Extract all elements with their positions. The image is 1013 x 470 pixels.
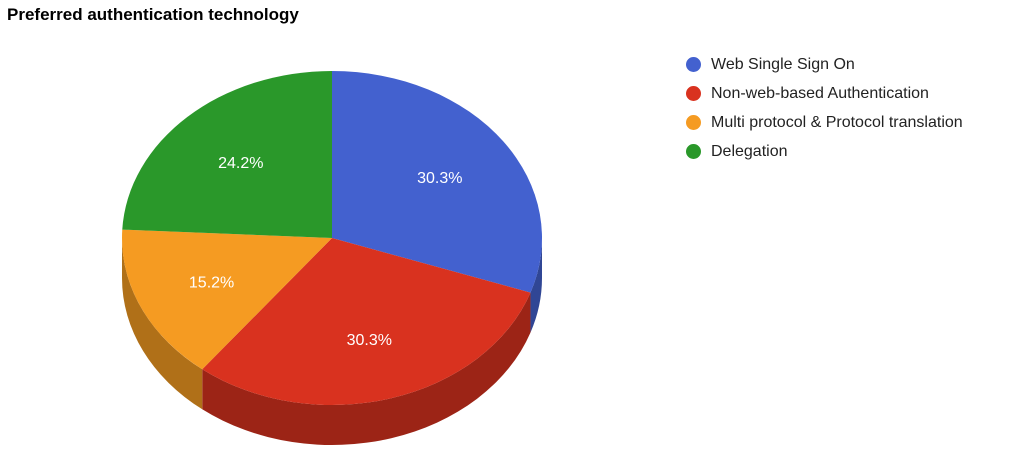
legend-swatch-web-sso bbox=[686, 57, 701, 72]
pie-side-2 bbox=[122, 238, 203, 410]
pie-slice-3[interactable] bbox=[122, 71, 333, 238]
pie-labels: 30.3% 30.3% 15.2% 24.2% bbox=[189, 155, 463, 349]
legend-swatch-multi-protocol bbox=[686, 115, 701, 130]
pie-slice-2[interactable] bbox=[122, 229, 332, 370]
pie-slice-0[interactable] bbox=[332, 71, 542, 293]
pie-top bbox=[122, 71, 542, 406]
pie-side-0 bbox=[530, 238, 542, 333]
legend-label: Web Single Sign On bbox=[711, 55, 855, 73]
legend-item-delegation[interactable]: Delegation bbox=[686, 137, 963, 166]
legend-label: Multi protocol & Protocol translation bbox=[711, 113, 963, 131]
chart-title: Preferred authentication technology bbox=[7, 5, 299, 24]
legend-item-non-web-auth[interactable]: Non-web-based Authentication bbox=[686, 79, 963, 108]
legend-swatch-non-web-auth bbox=[686, 86, 701, 101]
slice-label-1: 30.3% bbox=[347, 332, 392, 349]
legend-item-multi-protocol[interactable]: Multi protocol & Protocol translation bbox=[686, 108, 963, 137]
legend-item-web-sso[interactable]: Web Single Sign On bbox=[686, 50, 963, 79]
slice-label-3: 24.2% bbox=[218, 155, 263, 172]
legend-swatch-delegation bbox=[686, 144, 701, 159]
pie-slice-1[interactable] bbox=[202, 238, 531, 406]
legend: Web Single Sign On Non-web-based Authent… bbox=[686, 50, 963, 166]
pie-side-1 bbox=[202, 292, 531, 446]
slice-label-0: 30.3% bbox=[417, 170, 462, 187]
slice-label-2: 15.2% bbox=[189, 275, 234, 292]
legend-label: Delegation bbox=[711, 142, 788, 160]
legend-label: Non-web-based Authentication bbox=[711, 84, 929, 102]
pie-sides bbox=[122, 238, 542, 446]
